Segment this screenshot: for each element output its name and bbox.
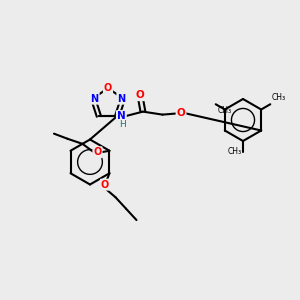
Text: O: O	[101, 180, 109, 190]
Text: O: O	[177, 108, 185, 118]
Text: CH₃: CH₃	[217, 106, 231, 115]
Text: O: O	[136, 90, 144, 100]
Text: O: O	[93, 147, 102, 157]
Text: N: N	[91, 94, 99, 104]
Text: CH₃: CH₃	[272, 94, 286, 103]
Text: H: H	[119, 120, 126, 129]
Text: N: N	[117, 94, 125, 104]
Text: N: N	[117, 111, 126, 121]
Text: CH₃: CH₃	[227, 147, 242, 156]
Text: O: O	[104, 83, 112, 93]
